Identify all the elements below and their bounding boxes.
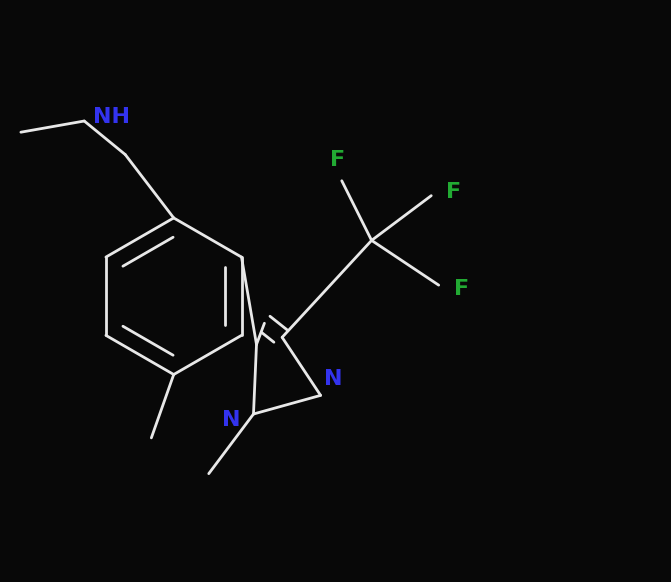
- Text: N: N: [324, 370, 343, 389]
- Text: F: F: [331, 150, 346, 169]
- Text: F: F: [446, 182, 461, 202]
- Text: NH: NH: [93, 107, 130, 127]
- Text: F: F: [454, 279, 469, 299]
- Text: N: N: [221, 410, 240, 430]
